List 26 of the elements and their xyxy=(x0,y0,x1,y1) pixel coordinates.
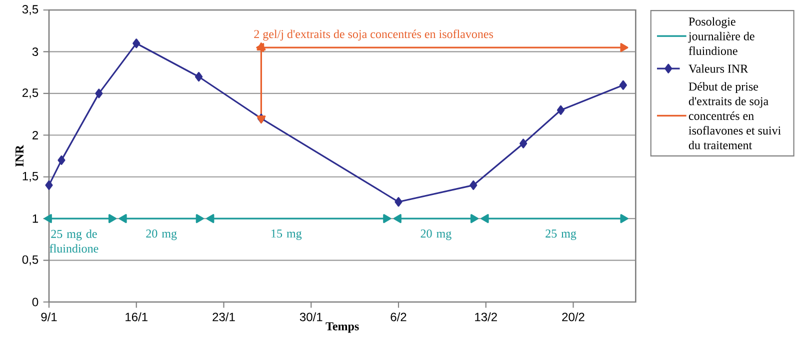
y-tick-label: 3 xyxy=(32,47,38,56)
legend-label: Posologie journalière de fluindione xyxy=(688,17,754,55)
y-tick-label: 0,5 xyxy=(22,255,38,266)
annotation: 2 gel/j d'extraits de soja concentrés en isoflavones xyxy=(254,30,494,41)
y-tick-label: 1 xyxy=(32,214,38,223)
y-tick-label: 2 xyxy=(32,130,38,140)
y-tick-label: 1,5 xyxy=(22,172,38,182)
annotation: 25 mg de fluindione xyxy=(50,230,98,253)
annotation: 20 mg xyxy=(146,229,177,240)
legend-label: Début de prise d'extraits de soja concentrés en isoflavones et suivi du traitement xyxy=(688,82,781,150)
x-tick-label: 16/1 xyxy=(126,312,148,322)
x-tick-label: 9/1 xyxy=(41,312,57,322)
annotation: 15 mg xyxy=(272,230,302,240)
y-tick-label: 2,5 xyxy=(22,88,38,98)
x-tick-label: 20/2 xyxy=(562,312,584,322)
x-tick-label: 6/2 xyxy=(390,312,406,322)
legend-label: Valeurs INR xyxy=(688,64,748,73)
annotation: 20 mg xyxy=(420,229,452,240)
x-tick-label: 13/2 xyxy=(475,312,497,322)
x-tick-label: 23/1 xyxy=(212,312,235,322)
x-tick-label: 30/1 xyxy=(300,312,322,322)
annotation: 25 mg xyxy=(546,230,576,240)
y-tick-label: 0 xyxy=(32,298,38,306)
y-tick-label: 3,5 xyxy=(22,5,38,15)
x-axis-title: Temps xyxy=(326,322,359,333)
y-axis-title: INR xyxy=(16,144,24,167)
